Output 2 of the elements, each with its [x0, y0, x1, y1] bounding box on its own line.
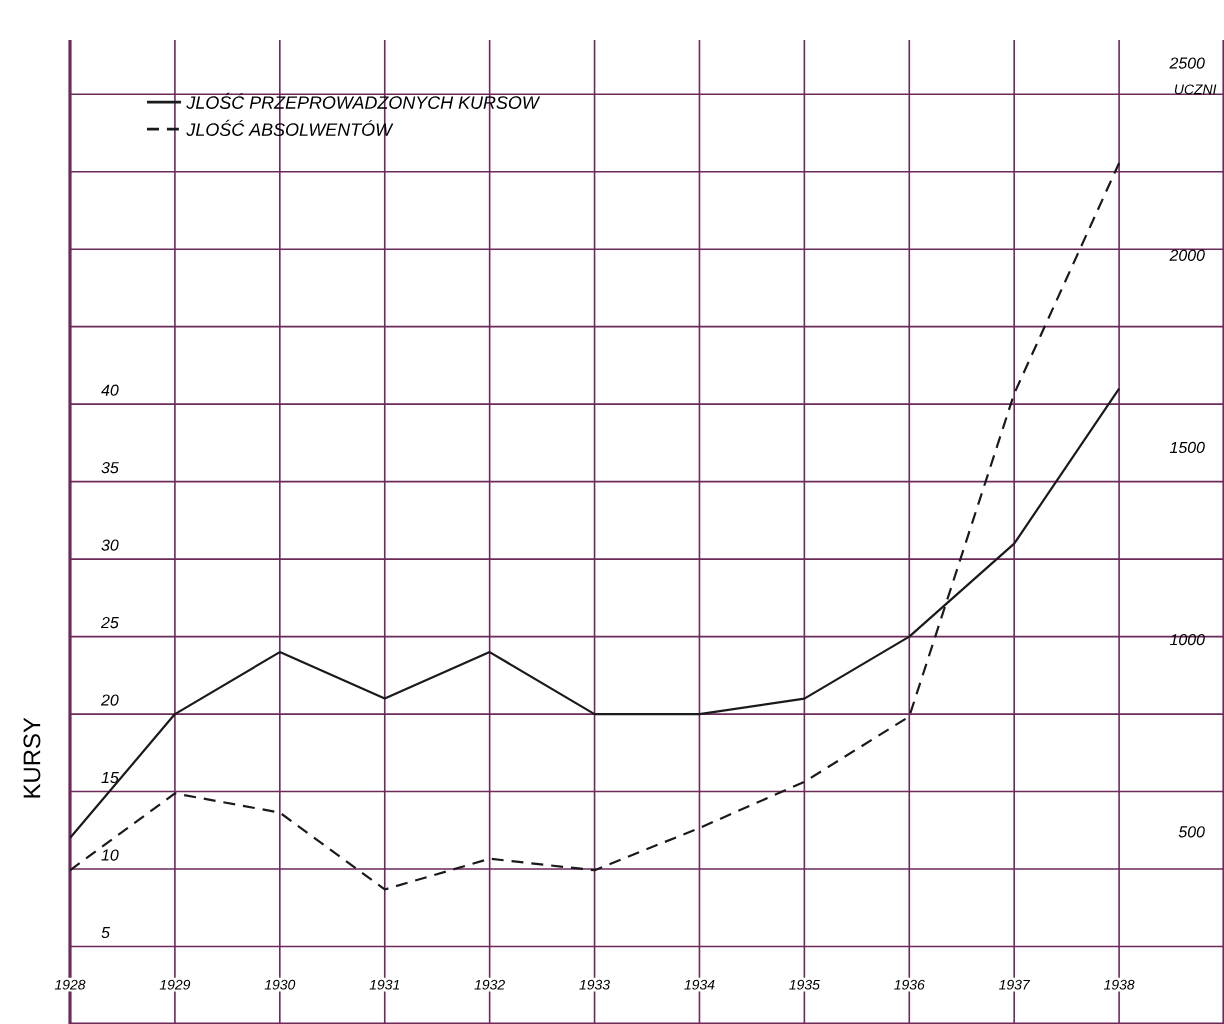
line-series [70, 161, 1121, 891]
y-axis-title: KURSY [23, 717, 41, 798]
